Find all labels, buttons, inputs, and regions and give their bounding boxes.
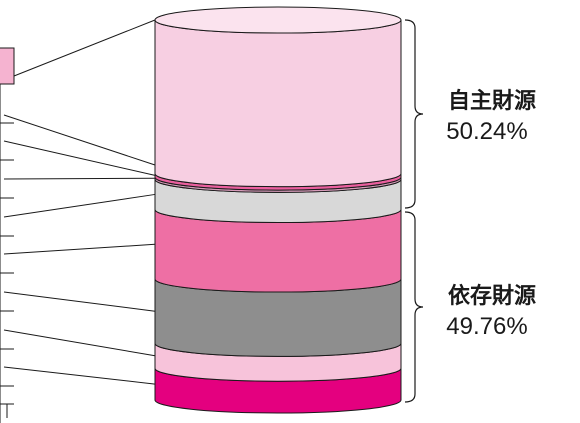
group-percent-own-revenue: 50.24% [446,118,527,145]
group-label-dependent-revenue: 依存財源 [448,283,536,309]
cylinder [154,6,402,414]
leader-line [3,114,156,166]
group-percent-dependent-revenue: 49.76% [446,313,527,340]
leader-line [3,291,156,312]
leader-line [3,177,156,180]
table-edge [0,47,15,423]
leader-line [3,193,156,218]
group-braces [404,19,424,403]
leader-line [3,243,156,255]
leader-line [3,366,156,385]
leader-line [13,19,156,77]
brace-dependent-revenue [404,211,424,403]
leader-line [3,140,156,176]
leader-lines [3,19,156,385]
cylinder-segment-1 [154,19,402,188]
group-label-own-revenue: 自主財源 [448,88,536,114]
table-header-cell [0,47,15,85]
leader-line [3,329,156,357]
brace-own-revenue [404,19,424,209]
cylinder-top [154,6,402,34]
